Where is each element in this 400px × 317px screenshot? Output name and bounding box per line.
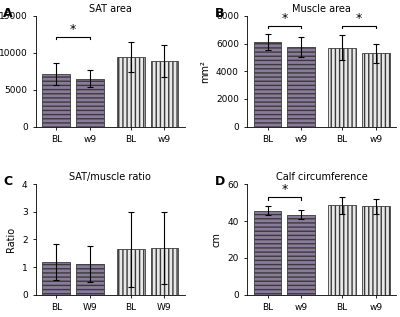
Bar: [287, 47, 315, 126]
Bar: [150, 61, 178, 126]
Bar: [42, 74, 70, 126]
Text: *: *: [356, 12, 362, 25]
Bar: [117, 249, 145, 295]
Text: A: A: [3, 7, 13, 20]
Bar: [328, 48, 356, 126]
Bar: [42, 262, 70, 295]
Text: B: B: [214, 7, 224, 20]
Bar: [254, 42, 282, 126]
Title: Muscle area: Muscle area: [292, 4, 351, 14]
Bar: [287, 215, 315, 295]
Y-axis label: cm: cm: [212, 232, 222, 247]
Bar: [76, 79, 104, 126]
Text: *: *: [281, 184, 288, 197]
Text: C: C: [3, 175, 12, 188]
Bar: [254, 211, 282, 295]
Bar: [117, 57, 145, 126]
Bar: [150, 248, 178, 295]
Title: SAT area: SAT area: [89, 4, 132, 14]
Y-axis label: Ratio: Ratio: [6, 227, 16, 252]
Bar: [76, 264, 104, 295]
Bar: [328, 205, 356, 295]
Title: SAT/muscle ratio: SAT/muscle ratio: [70, 172, 151, 182]
Text: *: *: [281, 12, 288, 25]
Text: *: *: [70, 23, 76, 36]
Bar: [362, 206, 390, 295]
Title: Calf circumference: Calf circumference: [276, 172, 368, 182]
Y-axis label: mm²: mm²: [200, 60, 210, 83]
Text: D: D: [214, 175, 225, 188]
Bar: [362, 53, 390, 126]
